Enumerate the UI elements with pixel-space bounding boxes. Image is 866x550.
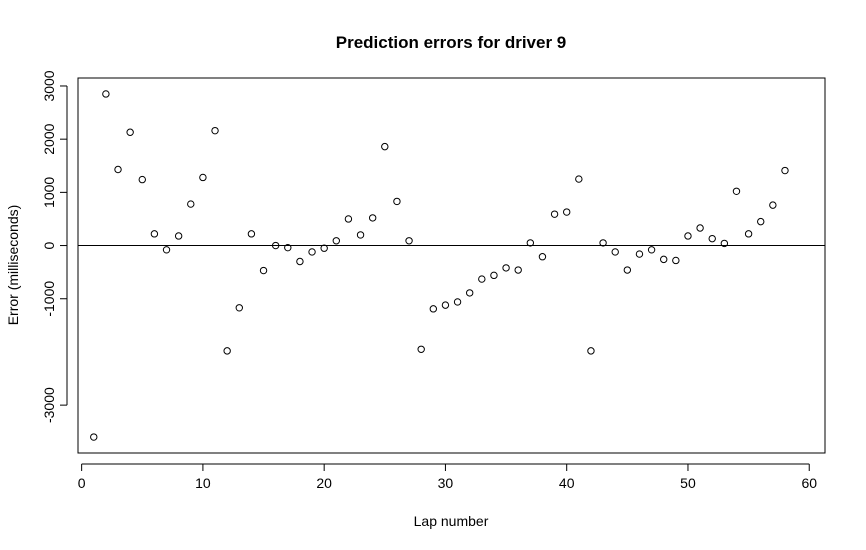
data-point	[441, 301, 450, 309]
x-tick-label: 50	[680, 475, 696, 491]
data-point	[162, 246, 171, 254]
x-axis-label: Lap number	[414, 513, 489, 529]
data-point	[271, 241, 280, 250]
data-point	[211, 126, 219, 135]
data-point	[90, 433, 98, 441]
data-point	[647, 246, 656, 254]
x-tick-label: 20	[316, 475, 332, 491]
data-point	[563, 208, 571, 216]
y-tick-label: -1000	[41, 281, 57, 317]
plot-frame	[77, 77, 826, 454]
x-tick-label: 0	[78, 475, 86, 491]
y-tick-label: -3000	[41, 387, 57, 423]
data-point	[368, 214, 377, 222]
data-point	[550, 210, 559, 218]
x-tick-label: 60	[801, 475, 817, 491]
data-point	[393, 197, 401, 206]
data-point	[514, 266, 522, 274]
data-point	[744, 230, 753, 238]
data-point	[126, 128, 134, 136]
y-tick-label: 1000	[41, 177, 57, 208]
data-point	[405, 237, 413, 245]
data-point	[235, 304, 243, 312]
x-tick-label: 10	[195, 475, 211, 491]
data-point	[672, 256, 680, 265]
data-point	[429, 305, 438, 313]
data-point	[247, 230, 256, 238]
x-tick-label: 30	[438, 475, 454, 491]
data-point	[332, 237, 340, 245]
data-point	[526, 239, 535, 247]
data-point	[478, 275, 486, 283]
data-point	[320, 244, 328, 252]
data-point	[538, 253, 547, 261]
data-point	[284, 243, 292, 252]
data-point	[575, 175, 583, 183]
data-point	[611, 248, 619, 256]
data-point	[599, 239, 607, 247]
data-point	[720, 239, 729, 248]
x-tick-label: 40	[559, 475, 575, 491]
data-point	[417, 345, 425, 353]
data-point	[259, 266, 268, 275]
data-point	[223, 347, 231, 355]
x-axis: 0 10 20 30 40 50 60	[78, 463, 817, 491]
data-point	[587, 347, 595, 355]
data-point	[102, 90, 110, 98]
y-axis: -3000 -1000 0 1000 2000 3000	[41, 70, 68, 423]
y-tick-label: 2000	[41, 123, 57, 154]
data-point	[708, 234, 716, 243]
data-point	[174, 232, 183, 240]
data-point	[381, 142, 389, 151]
data-point	[138, 175, 146, 184]
data-point	[502, 264, 510, 272]
data-point	[696, 224, 704, 232]
data-point	[490, 271, 498, 280]
data-point	[757, 217, 765, 226]
data-point	[453, 298, 462, 306]
data-point	[150, 230, 159, 238]
data-point	[187, 200, 195, 208]
chart-title: Prediction errors for driver 9	[336, 33, 567, 52]
data-point	[114, 165, 122, 174]
data-point	[199, 173, 207, 182]
data-point	[660, 255, 668, 264]
data-point	[296, 257, 304, 266]
data-point	[684, 232, 692, 240]
y-tick-label: 3000	[41, 70, 57, 101]
data-point	[635, 250, 644, 258]
data-points	[90, 90, 789, 441]
data-point	[623, 266, 632, 274]
data-point	[732, 187, 741, 195]
y-axis-label: Error (milliseconds)	[5, 205, 21, 326]
data-point	[781, 166, 789, 175]
data-point	[465, 289, 474, 297]
data-point	[308, 248, 316, 256]
y-tick-label: 0	[41, 241, 57, 249]
data-point	[344, 215, 353, 223]
data-point	[356, 231, 365, 239]
data-point	[769, 201, 777, 209]
